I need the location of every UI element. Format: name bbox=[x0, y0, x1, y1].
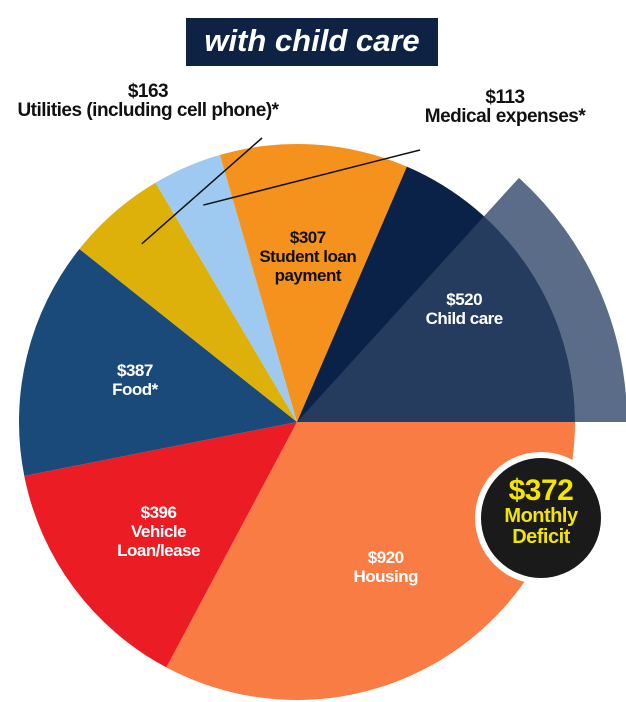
label-box: $307 Student loan payment bbox=[253, 228, 363, 285]
value-label: $920 bbox=[367, 547, 404, 567]
pie-slice bbox=[79, 182, 297, 422]
deficit-badge-inner bbox=[481, 458, 601, 578]
category-label: Vehicle Loan/lease bbox=[117, 521, 200, 560]
deficit-text: Monthly Deficit bbox=[504, 505, 578, 548]
pie-slice bbox=[155, 154, 297, 422]
category-label: Student loan payment bbox=[259, 246, 357, 285]
label-box: $387 Food* bbox=[80, 361, 190, 399]
pie bbox=[18, 143, 626, 700]
category-label: Medical expenses* bbox=[424, 106, 586, 127]
value-label: $163 bbox=[127, 82, 169, 102]
deficit-value: $372 bbox=[508, 476, 574, 507]
value-label: $387 bbox=[116, 360, 153, 380]
pie-slice bbox=[24, 422, 298, 668]
label-box: $396 Vehicle Loan/lease bbox=[94, 503, 224, 560]
category-label: Housing bbox=[353, 566, 418, 586]
pie-slice bbox=[166, 422, 575, 700]
deficit-wedge bbox=[297, 216, 575, 422]
category-label: Utilities (including cell phone)* bbox=[17, 100, 279, 121]
category-label: Food* bbox=[112, 379, 158, 399]
leader-line bbox=[203, 149, 421, 206]
label-box: $113 Medical expenses* bbox=[395, 88, 615, 126]
pie-slice bbox=[18, 248, 297, 476]
pie-slice bbox=[219, 143, 407, 422]
leader-line bbox=[141, 137, 263, 245]
label-box: $163 Utilities (including cell phone)* bbox=[0, 82, 298, 120]
deficit-arc bbox=[484, 177, 626, 422]
category-label: Child care bbox=[425, 308, 504, 328]
label-box: $520 Child care bbox=[409, 290, 519, 328]
value-label: $520 bbox=[446, 289, 483, 309]
value-label: $113 bbox=[485, 88, 525, 108]
value-label: $307 bbox=[289, 227, 326, 247]
chart-title: with child care bbox=[204, 23, 419, 58]
label-box: $920 Housing bbox=[331, 548, 441, 586]
title-box bbox=[186, 18, 438, 66]
value-label: $396 bbox=[140, 502, 177, 522]
deficit-box: $372 Monthly Deficit bbox=[481, 476, 601, 548]
